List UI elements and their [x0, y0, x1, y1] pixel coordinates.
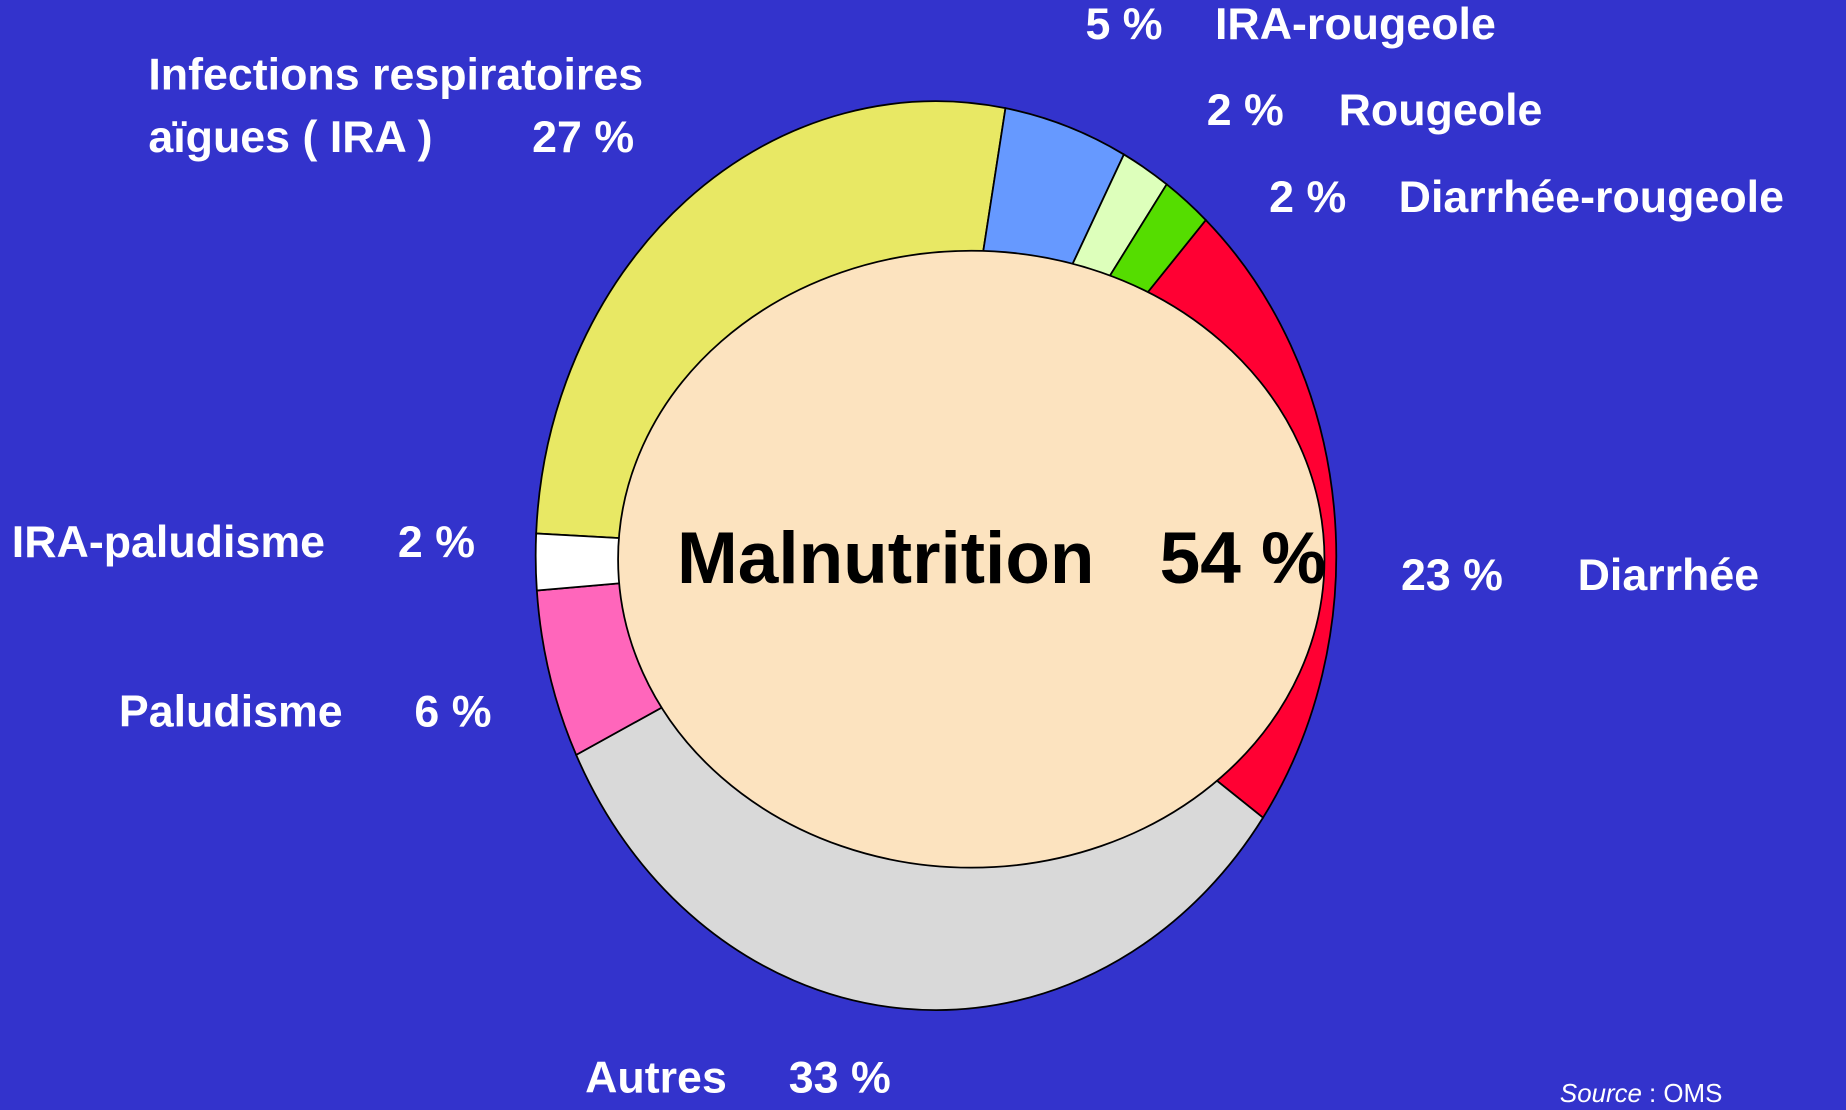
slice-label: Diarrhée — [1577, 550, 1760, 601]
slice-label: IRA-paludisme — [11, 518, 325, 568]
center-disc — [617, 249, 1326, 869]
value-label: 6 % — [414, 687, 492, 737]
slice-label: Paludisme — [118, 687, 343, 737]
value-label: 33 % — [788, 1053, 891, 1104]
slice-label: Infections respiratoires aïgues ( IRA ) — [148, 50, 644, 163]
slice-label: IRA-rougeole — [1214, 0, 1496, 50]
source-label: Source — [1560, 1080, 1642, 1106]
value-label: 27 % — [532, 113, 635, 163]
value-label: 23 % — [1400, 550, 1503, 601]
slice-label: Autres — [585, 1053, 727, 1104]
source: : OMS — [1649, 1080, 1722, 1106]
value-label: 5 % — [1085, 0, 1163, 50]
center-value-label: 54 % — [1160, 518, 1326, 599]
center-label: Malnutrition — [677, 518, 1095, 599]
slice-label: Diarrhée-rougeole — [1398, 173, 1784, 223]
value-label: 2 % — [1206, 85, 1284, 136]
slice-label: Rougeole — [1338, 85, 1543, 136]
value-label: 2 % — [397, 518, 476, 568]
value-label: 2 % — [1269, 173, 1347, 223]
